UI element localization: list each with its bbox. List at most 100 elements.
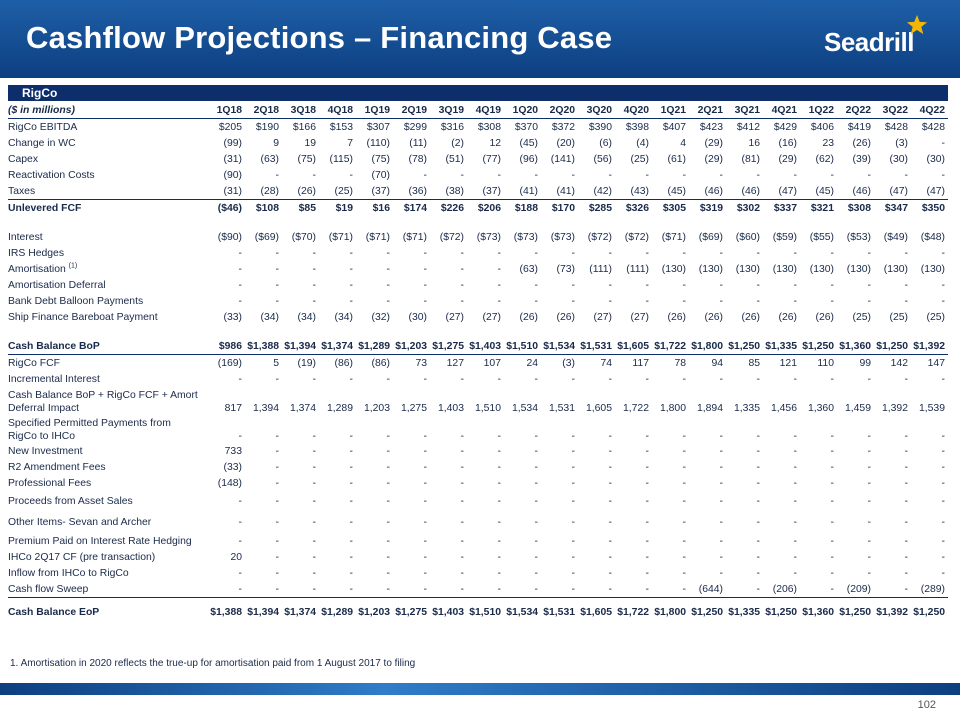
- table-cell: 1,510: [474, 403, 501, 414]
- seadrill-logo: Seadrill: [824, 14, 934, 64]
- table-cell: -: [719, 535, 723, 547]
- table-cell: -: [238, 295, 242, 307]
- table-cell: -: [756, 279, 760, 291]
- table-cell: (16): [778, 137, 797, 149]
- table-cell: -: [830, 247, 834, 259]
- table-cell: $406: [810, 121, 834, 133]
- table-cell: $1,403: [467, 338, 504, 355]
- table-cell: -: [386, 445, 390, 457]
- table-cell: -: [571, 445, 575, 457]
- table-row: Cash Balance EoP $1,388 $1,394 $1,374 $1,289…: [8, 597, 948, 626]
- table-cell: $1,335: [763, 338, 800, 355]
- table-cell: -: [497, 477, 501, 489]
- table-cell: $1,394: [282, 338, 319, 355]
- footnote: 1. Amortisation in 2020 reflects the tru…: [10, 658, 416, 669]
- table-cell: $1,289: [319, 597, 356, 626]
- table-cell: 1,392: [881, 403, 908, 414]
- table-cell: (33): [223, 311, 242, 323]
- table-cell: -: [756, 567, 760, 579]
- table-cell: -: [497, 496, 501, 507]
- table-cell: -: [386, 567, 390, 579]
- table-cell: (38): [445, 185, 464, 197]
- table-cell: ($70): [291, 231, 316, 243]
- table-cell: -: [349, 517, 353, 528]
- table-cell: -: [312, 535, 316, 547]
- period-header: 2Q21: [689, 102, 726, 119]
- table-cell: -: [608, 373, 612, 385]
- table-cell: (28): [260, 185, 279, 197]
- table-cell: -: [682, 431, 686, 442]
- table-cell: -: [349, 496, 353, 507]
- table-cell: $423: [699, 121, 723, 133]
- table-cell: -: [497, 517, 501, 528]
- period-header: 3Q18: [282, 102, 319, 119]
- table-cell: -: [682, 583, 686, 595]
- table-cell: 94: [711, 357, 723, 369]
- table-cell: $1,374: [319, 338, 356, 355]
- table-cell: (46): [741, 185, 760, 197]
- table-cell: (130): [846, 263, 871, 275]
- period-header: 1Q19: [356, 102, 393, 119]
- table-cell: -: [312, 263, 316, 275]
- table-cell: -: [275, 583, 279, 595]
- row-label: Premium Paid on Interest Rate Hedging: [8, 533, 208, 549]
- table-cell: (61): [667, 153, 686, 165]
- table-cell: (63): [260, 153, 279, 165]
- row-label: Inflow from IHCo to RigCo: [8, 565, 208, 581]
- table-cell: $1,605: [578, 597, 615, 626]
- table-cell: $299: [403, 121, 427, 133]
- star-icon: [906, 14, 928, 35]
- table-cell: $407: [662, 121, 686, 133]
- table-cell: ($60): [735, 231, 760, 243]
- table-cell: -: [941, 431, 945, 442]
- row-label: Incremental Interest: [8, 371, 208, 387]
- row-label: RigCo EBITDA: [8, 119, 208, 136]
- table-cell: (42): [593, 185, 612, 197]
- table-row: RigCo FCF (169) 5 (19) (86) (86) 73 127 107 24 (3)…: [8, 355, 948, 372]
- table-cell: 127: [446, 357, 464, 369]
- row-label: Bank Debt Balloon Payments: [8, 293, 208, 309]
- table-cell: -: [645, 535, 649, 547]
- table-cell: -: [756, 247, 760, 259]
- section-label: RigCo: [22, 86, 58, 100]
- row-label: Reactivation Costs: [8, 167, 208, 183]
- row-label-text: Other Items- Sevan and Archer: [8, 517, 152, 528]
- table-row: Premium Paid on Interest Rate Hedging - - -…: [8, 533, 948, 549]
- period-header: 4Q20: [615, 102, 652, 119]
- table-cell: (29): [704, 153, 723, 165]
- table-cell: -: [349, 567, 353, 579]
- row-label-text: Taxes: [8, 185, 36, 197]
- table-row: Cash Balance BoP + RigCo FCF + Amort Defe…: [8, 387, 948, 415]
- table-cell: -: [423, 567, 427, 579]
- table-cell: -: [238, 583, 242, 595]
- table-cell: (41): [556, 185, 575, 197]
- table-cell: (20): [556, 137, 575, 149]
- period-header: 2Q19: [393, 102, 430, 119]
- table-cell: -: [793, 169, 797, 181]
- units-label: ($ in millions): [8, 102, 208, 119]
- table-cell: -: [645, 295, 649, 307]
- table-cell: -: [645, 496, 649, 507]
- table-cell: 1,374: [289, 403, 316, 414]
- table-cell: ($71): [661, 231, 686, 243]
- table-cell: -: [497, 445, 501, 457]
- table-cell: -: [275, 477, 279, 489]
- table-cell: -: [793, 496, 797, 507]
- table-cell: (19): [297, 357, 316, 369]
- page-title: Cashflow Projections – Financing Case: [26, 20, 613, 55]
- table-cell: -: [941, 445, 945, 457]
- table-cell: $1,388: [245, 338, 282, 355]
- table-cell: -: [793, 431, 797, 442]
- table-cell: -: [941, 461, 945, 473]
- table-cell: -: [867, 431, 871, 442]
- table-cell: (81): [741, 153, 760, 165]
- table-cell: -: [719, 247, 723, 259]
- table-cell: -: [534, 431, 538, 442]
- table-cell: $326: [615, 199, 652, 216]
- row-label-text: Cash Balance BoP + RigCo FCF + Amort: [8, 390, 198, 401]
- table-cell: ($73): [550, 231, 575, 243]
- table-cell: 1,539: [918, 403, 945, 414]
- table-cell: (41): [519, 185, 538, 197]
- table-cell: -: [460, 263, 464, 275]
- table-cell: 1,360: [807, 403, 834, 414]
